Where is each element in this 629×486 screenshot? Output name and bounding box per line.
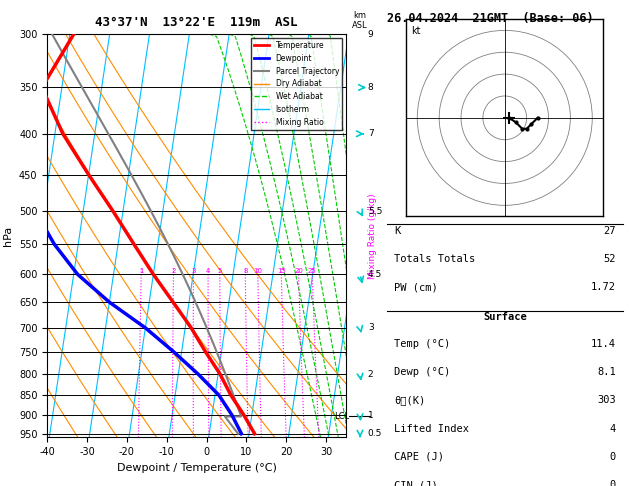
Text: 20: 20 — [294, 268, 303, 275]
Text: 11.4: 11.4 — [591, 339, 616, 349]
Text: 3: 3 — [368, 323, 374, 332]
Text: 10: 10 — [253, 268, 262, 275]
Text: 5: 5 — [218, 268, 222, 275]
Text: 8: 8 — [243, 268, 248, 275]
Text: θᴄ(K): θᴄ(K) — [394, 395, 425, 405]
Text: 1: 1 — [139, 268, 143, 275]
Text: 4: 4 — [610, 424, 616, 434]
Text: 0: 0 — [610, 480, 616, 486]
Text: 8.1: 8.1 — [597, 367, 616, 377]
Text: 27: 27 — [603, 226, 616, 236]
Text: Totals Totals: Totals Totals — [394, 254, 475, 264]
Text: kt: kt — [411, 26, 420, 36]
Text: Surface: Surface — [483, 312, 526, 322]
Text: K: K — [394, 226, 400, 236]
Text: 303: 303 — [597, 395, 616, 405]
Text: 2: 2 — [171, 268, 175, 275]
Text: 26.04.2024  21GMT  (Base: 06): 26.04.2024 21GMT (Base: 06) — [387, 12, 593, 25]
Text: km
ASL: km ASL — [352, 11, 368, 30]
Text: 7: 7 — [368, 129, 374, 139]
Text: 5.5: 5.5 — [368, 207, 382, 216]
Text: 52: 52 — [603, 254, 616, 264]
Text: 2: 2 — [368, 370, 374, 379]
Text: 3: 3 — [191, 268, 196, 275]
Text: 15: 15 — [277, 268, 286, 275]
Title: 43°37'N  13°22'E  119m  ASL: 43°37'N 13°22'E 119m ASL — [96, 16, 298, 29]
Text: CAPE (J): CAPE (J) — [394, 452, 444, 462]
Text: Temp (°C): Temp (°C) — [394, 339, 450, 349]
Text: 8: 8 — [368, 83, 374, 92]
Text: Lifted Index: Lifted Index — [394, 424, 469, 434]
Text: 1.72: 1.72 — [591, 282, 616, 293]
Text: Dewp (°C): Dewp (°C) — [394, 367, 450, 377]
Text: CIN (J): CIN (J) — [394, 480, 438, 486]
Text: LCL: LCL — [334, 412, 349, 421]
Text: 9: 9 — [368, 30, 374, 38]
Text: 0.5: 0.5 — [368, 429, 382, 438]
Text: 1: 1 — [368, 411, 374, 419]
Text: 4: 4 — [206, 268, 210, 275]
X-axis label: Dewpoint / Temperature (°C): Dewpoint / Temperature (°C) — [116, 463, 277, 473]
Legend: Temperature, Dewpoint, Parcel Trajectory, Dry Adiabat, Wet Adiabat, Isotherm, Mi: Temperature, Dewpoint, Parcel Trajectory… — [251, 38, 342, 130]
Text: 4.5: 4.5 — [368, 270, 382, 279]
Y-axis label: hPa: hPa — [3, 226, 13, 246]
Text: Mixing Ratio (g/kg): Mixing Ratio (g/kg) — [369, 193, 377, 278]
Text: 0: 0 — [610, 452, 616, 462]
Text: 25: 25 — [308, 268, 316, 275]
Text: PW (cm): PW (cm) — [394, 282, 438, 293]
